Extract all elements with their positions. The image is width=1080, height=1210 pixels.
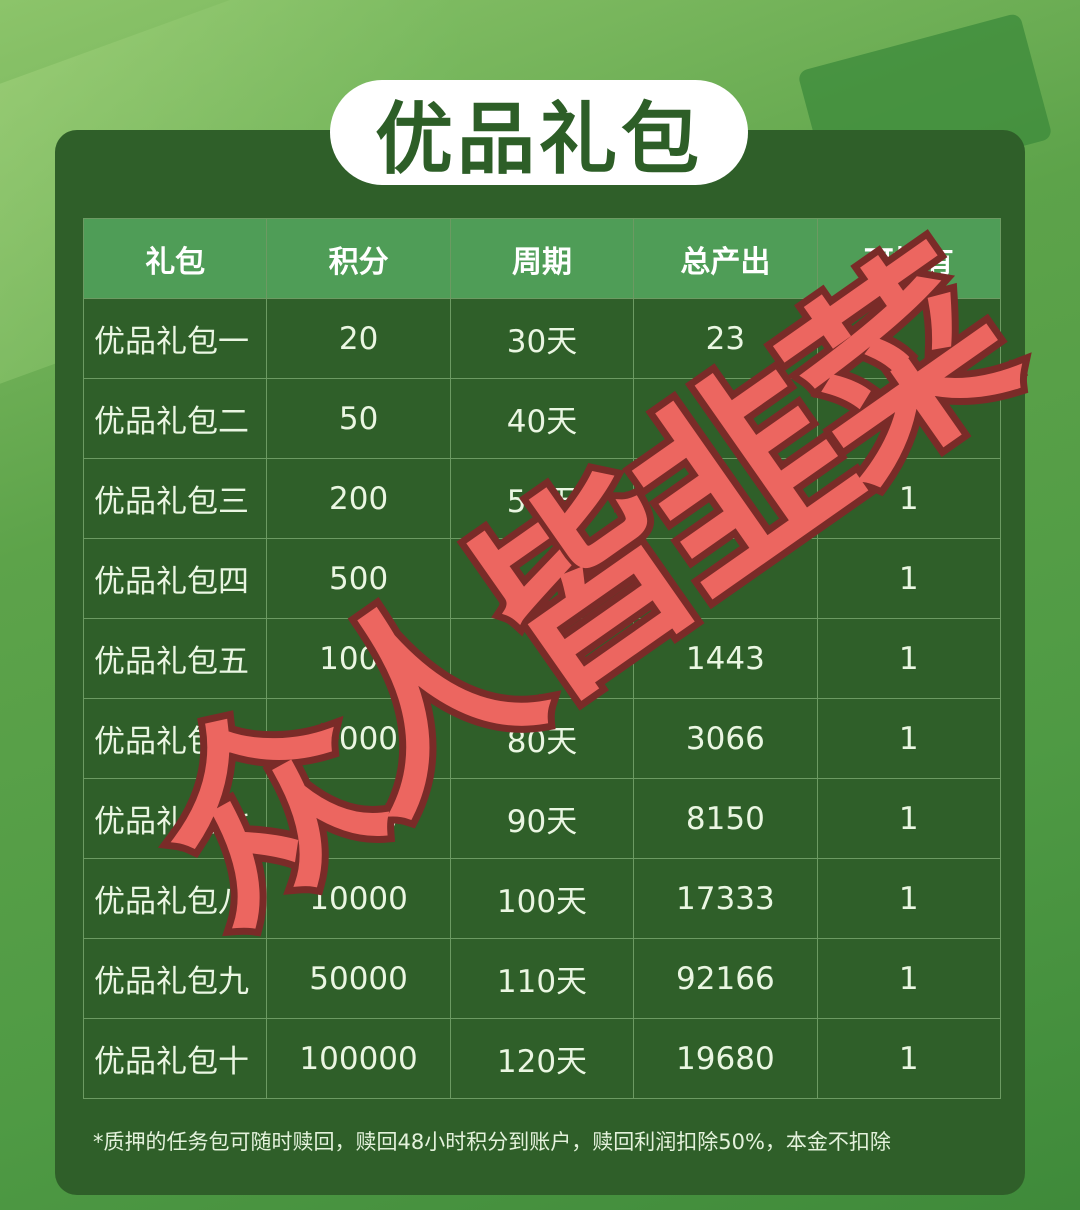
table-cell: 23: [633, 298, 818, 379]
table-row: 优品礼包九 50000 110天 92166 1: [82, 938, 1002, 1019]
table-cell: 1: [816, 538, 1002, 619]
table-cell: 优品礼包七: [82, 778, 268, 859]
table-row: 优品礼包六 2000 80天 3066 1: [82, 698, 1002, 779]
table-cell: [816, 298, 1002, 379]
table-cell: [449, 618, 635, 699]
table-cell: 优品礼包十: [82, 1018, 268, 1099]
table-header-row: 礼包 积分 周期 总产出 可持有: [82, 218, 1002, 299]
table-cell: 1: [816, 618, 1002, 699]
table-cell: [816, 378, 1002, 459]
table-cell: 100000: [266, 1018, 451, 1099]
column-header: 可持有: [816, 218, 1002, 299]
table-cell: 优品礼包八: [82, 858, 268, 939]
table-cell: 优品礼包一: [82, 298, 268, 379]
table-row: 优品礼包七 5000 90天 8150 1: [82, 778, 1002, 859]
table-cell: 120天: [449, 1018, 635, 1099]
table-cell: 优品礼包二: [82, 378, 268, 459]
table-cell: 1: [816, 778, 1002, 859]
table-cell: 3066: [633, 698, 818, 779]
table-row: 优品礼包三 200 50天 1: [82, 458, 1002, 539]
table-cell: 优品礼包三: [82, 458, 268, 539]
table-cell: [633, 538, 818, 619]
table-cell: 500: [266, 538, 451, 619]
table-cell: 100天: [449, 858, 635, 939]
page-title: 优品礼包: [330, 80, 748, 185]
table-cell: 50天: [449, 458, 635, 539]
table-cell: 优品礼包九: [82, 938, 268, 1019]
package-table: 礼包 积分 周期 总产出 可持有 优品礼包一 20 30天 23 优品礼包二 50 40天优…: [82, 218, 1002, 1099]
table-cell: 20: [266, 298, 451, 379]
table-cell: 优品礼包四: [82, 538, 268, 619]
table-cell: 40天: [449, 378, 635, 459]
table-row: 优品礼包十 100000 120天 19680 1: [82, 1018, 1002, 1099]
table-cell: 优品礼包六: [82, 698, 268, 779]
table-cell: 50: [266, 378, 451, 459]
table-row: 优品礼包五 1000 1443 1: [82, 618, 1002, 699]
footnote: *质押的任务包可随时赎回，赎回48小时积分到账户，赎回利润扣除50%，本金不扣除: [93, 1130, 891, 1154]
table-cell: 1: [816, 458, 1002, 539]
table-row: 优品礼包八 10000 100天 17333 1: [82, 858, 1002, 939]
table-cell: 2000: [266, 698, 451, 779]
column-header: 总产出: [633, 218, 818, 299]
table-cell: 1443: [633, 618, 818, 699]
table-cell: 优品礼包五: [82, 618, 268, 699]
table-cell: 92166: [633, 938, 818, 1019]
table-cell: 30天: [449, 298, 635, 379]
table-cell: 17333: [633, 858, 818, 939]
table-cell: 8150: [633, 778, 818, 859]
table-cell: 80天: [449, 698, 635, 779]
table-cell: 1: [816, 698, 1002, 779]
table-row: 优品礼包四 500 1: [82, 538, 1002, 619]
table-cell: [633, 458, 818, 539]
table-cell: 1: [816, 938, 1002, 1019]
column-header: 周期: [449, 218, 635, 299]
table-cell: 200: [266, 458, 451, 539]
column-header: 礼包: [82, 218, 268, 299]
table-cell: 1: [816, 1018, 1002, 1099]
column-header: 积分: [266, 218, 451, 299]
table-cell: 90天: [449, 778, 635, 859]
table-row: 优品礼包一 20 30天 23: [82, 298, 1002, 379]
table-cell: 1: [816, 858, 1002, 939]
table-cell: 1000: [266, 618, 451, 699]
table-cell: 110天: [449, 938, 635, 1019]
table-row: 优品礼包二 50 40天: [82, 378, 1002, 459]
table-cell: 50000: [266, 938, 451, 1019]
table-cell: 19680: [633, 1018, 818, 1099]
